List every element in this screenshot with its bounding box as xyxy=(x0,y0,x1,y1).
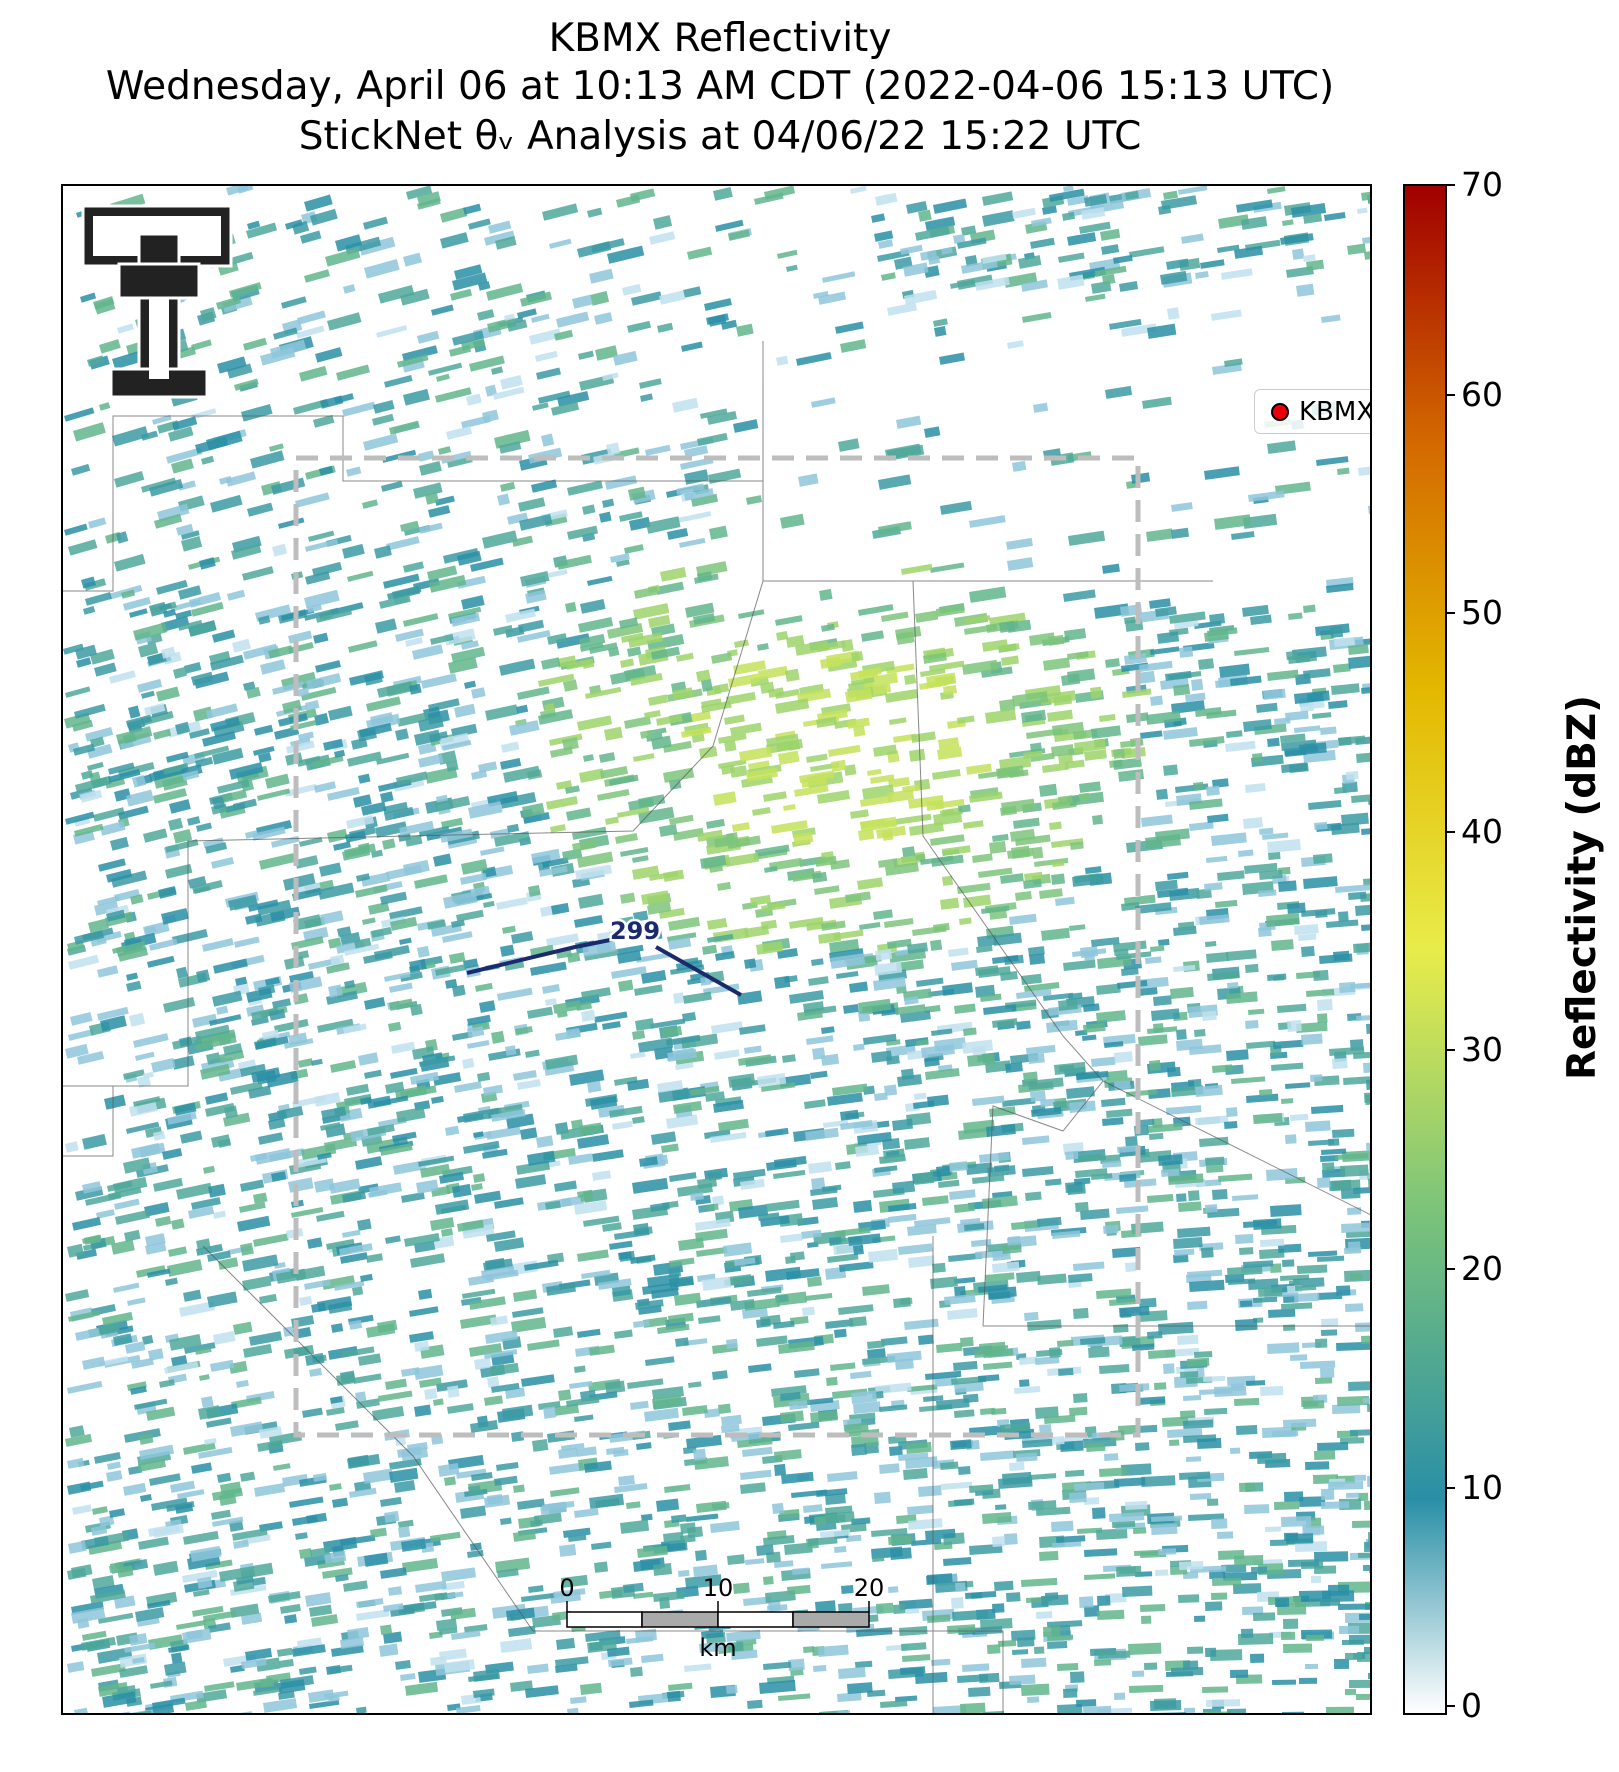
colorbar-tick: 10 xyxy=(1445,1471,1503,1504)
chart-subtitle-analysis: StickNet θᵥ Analysis at 04/06/22 15:22 U… xyxy=(298,114,1142,159)
radar-site-marker-icon xyxy=(1271,402,1289,421)
colorbar-label: Reflectivity (dBZ) xyxy=(1560,695,1605,1080)
chart-subtitle-time: Wednesday, April 06 at 10:13 AM CDT (202… xyxy=(105,64,1335,109)
colorbar-tick: 60 xyxy=(1445,378,1503,411)
theta-v-contour xyxy=(466,937,616,975)
chart-title: KBMX Reflectivity xyxy=(548,16,892,61)
colorbar-tick: 70 xyxy=(1445,168,1503,201)
legend-label: KBMX xyxy=(1299,396,1372,427)
scale-label-20: 20 xyxy=(854,1574,885,1602)
analysis-domain-box xyxy=(293,455,1141,1438)
radar-map-canvas: 299 0 10 20 km xyxy=(63,186,1370,1713)
radar-map: 299 0 10 20 km KBMX xyxy=(61,184,1372,1715)
scale-label-10: 10 xyxy=(703,1574,734,1602)
logo-icon xyxy=(81,204,233,399)
colorbar-tick: 40 xyxy=(1445,815,1503,848)
colorbar-tick: 50 xyxy=(1445,596,1503,629)
colorbar-tick: 30 xyxy=(1445,1033,1503,1066)
scale-bar xyxy=(566,1601,870,1628)
colorbar-tick: 20 xyxy=(1445,1252,1503,1285)
scale-label-0: 0 xyxy=(559,1574,574,1602)
reflectivity-echoes xyxy=(63,186,1370,1713)
county-boundaries xyxy=(63,341,1370,1713)
contour-label: 299 xyxy=(610,917,660,945)
scale-unit: km xyxy=(699,1634,736,1662)
colorbar-tick: 0 xyxy=(1445,1689,1482,1722)
radar-legend: KBMX xyxy=(1254,389,1372,434)
colorbar xyxy=(1403,184,1447,1715)
